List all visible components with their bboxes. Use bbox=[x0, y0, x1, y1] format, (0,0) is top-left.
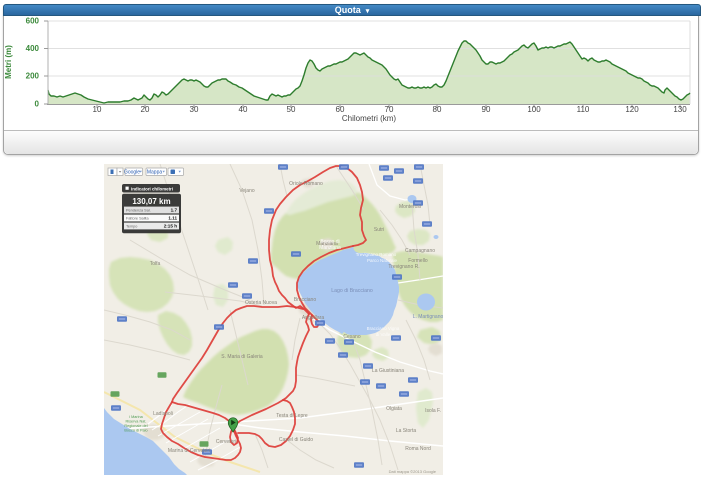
svg-text:Formello: Formello bbox=[408, 258, 428, 264]
svg-text:40: 40 bbox=[239, 105, 248, 114]
svg-text:Trevignano R.: Trevignano R. bbox=[388, 264, 419, 270]
svg-text:La Giustiniana: La Giustiniana bbox=[372, 368, 404, 374]
svg-text:S. Maria di Galeria: S. Maria di Galeria bbox=[221, 354, 263, 360]
svg-text:1.11: 1.11 bbox=[168, 216, 177, 221]
svg-text:Testa di Lepre: Testa di Lepre bbox=[276, 413, 308, 419]
svg-text:200: 200 bbox=[26, 72, 40, 81]
svg-text:Parco Naturale: Parco Naturale bbox=[367, 258, 398, 263]
svg-text:La Storta: La Storta bbox=[396, 428, 417, 434]
svg-text:Vejano: Vejano bbox=[239, 188, 255, 194]
svg-text:i Marina: i Marina bbox=[129, 415, 143, 419]
svg-text:2:15 h: 2:15 h bbox=[164, 224, 177, 229]
svg-text:Regionale del: Regionale del bbox=[124, 424, 147, 428]
svg-text:Roma Nord: Roma Nord bbox=[405, 446, 431, 452]
svg-text:110: 110 bbox=[577, 105, 590, 114]
svg-text:Chilometri (km): Chilometri (km) bbox=[342, 114, 397, 123]
svg-text:400: 400 bbox=[26, 44, 40, 53]
svg-text:600: 600 bbox=[26, 17, 40, 26]
svg-text:Monterosi: Monterosi bbox=[399, 204, 421, 210]
svg-text:20: 20 bbox=[141, 105, 150, 114]
svg-text:di Valle: di Valle bbox=[376, 332, 391, 337]
svg-text:130,07 km: 130,07 km bbox=[132, 197, 170, 206]
svg-text:Cesano: Cesano bbox=[343, 334, 360, 340]
svg-text:Metri (m): Metri (m) bbox=[4, 45, 13, 79]
svg-text:Manziana: Manziana bbox=[319, 245, 341, 251]
svg-text:Oriolo Romano: Oriolo Romano bbox=[289, 181, 323, 187]
svg-text:Tempo: Tempo bbox=[126, 224, 137, 228]
svg-text:Ladispoli: Ladispoli bbox=[153, 411, 173, 417]
svg-text:Bracciano Vigna: Bracciano Vigna bbox=[367, 326, 400, 331]
svg-text:Pendenza Sal.: Pendenza Sal. bbox=[126, 208, 151, 212]
svg-text:130: 130 bbox=[673, 105, 687, 114]
svg-text:Indicatori chilometri: Indicatori chilometri bbox=[131, 187, 173, 192]
svg-text:L. Martignano: L. Martignano bbox=[413, 314, 443, 320]
svg-text:90: 90 bbox=[482, 105, 491, 114]
svg-text:Manziana: Manziana bbox=[316, 241, 338, 247]
svg-text:Bosco di: Bosco di bbox=[320, 239, 339, 245]
svg-text:70: 70 bbox=[385, 105, 394, 114]
svg-text:Castel di Guido: Castel di Guido bbox=[279, 437, 313, 443]
svg-text:Lago di Bracciano: Lago di Bracciano bbox=[331, 288, 373, 294]
svg-text:Campagnano: Campagnano bbox=[405, 248, 435, 254]
svg-text:Cerveteri: Cerveteri bbox=[216, 439, 236, 445]
svg-text:Bracciano: Bracciano bbox=[294, 297, 316, 303]
svg-text:Tolfa: Tolfa bbox=[150, 261, 161, 267]
svg-text:Anguillara: Anguillara bbox=[302, 315, 324, 321]
svg-text:Sutri: Sutri bbox=[374, 227, 384, 233]
svg-text:Trevignano Romano: Trevignano Romano bbox=[356, 252, 397, 257]
svg-text:50: 50 bbox=[287, 105, 296, 114]
svg-text:Fattore Salita: Fattore Salita bbox=[126, 216, 149, 220]
svg-text:1.7: 1.7 bbox=[171, 208, 178, 213]
svg-text:Olgiata: Olgiata bbox=[386, 406, 402, 412]
svg-text:80: 80 bbox=[433, 105, 442, 114]
svg-text:Marina di Cerveteri: Marina di Cerveteri bbox=[168, 448, 210, 454]
svg-text:Mappa: Mappa bbox=[147, 170, 163, 176]
svg-text:Dati mappa ©2013 Google: Dati mappa ©2013 Google bbox=[389, 469, 437, 474]
svg-text:Osteria Nuova: Osteria Nuova bbox=[245, 300, 277, 306]
svg-text:Isola F.: Isola F. bbox=[425, 408, 441, 414]
svg-text:0: 0 bbox=[35, 100, 40, 109]
svg-text:10: 10 bbox=[93, 105, 102, 114]
svg-text:120: 120 bbox=[625, 105, 639, 114]
svg-text:Riserva Nat.: Riserva Nat. bbox=[126, 420, 147, 424]
svg-text:60: 60 bbox=[336, 105, 345, 114]
svg-text:100: 100 bbox=[527, 105, 541, 114]
svg-text:Google: Google bbox=[124, 170, 140, 176]
svg-text:Bosco di Palo: Bosco di Palo bbox=[124, 429, 147, 433]
svg-text:30: 30 bbox=[190, 105, 199, 114]
